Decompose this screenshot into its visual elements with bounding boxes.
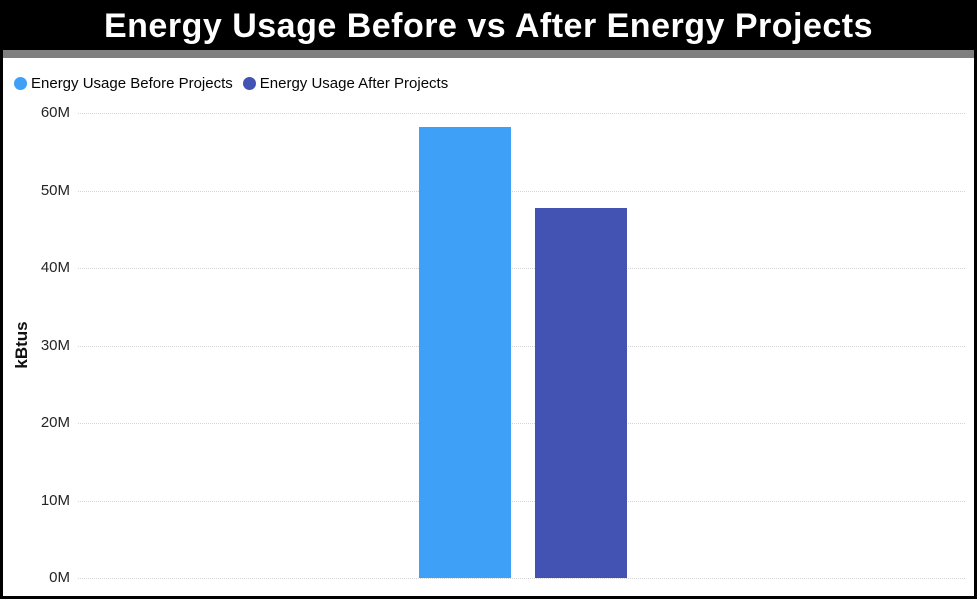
chart-title-bar: Energy Usage Before vs After Energy Proj…	[3, 3, 974, 50]
gridline	[78, 423, 965, 424]
y-tick-label: 60M	[40, 104, 70, 121]
gridline	[78, 190, 965, 192]
gridline	[78, 500, 965, 502]
y-tick-label: 10M	[40, 491, 70, 509]
legend-label-after: Energy Usage After Projects	[259, 75, 449, 92]
legend-dot-after-icon	[242, 77, 256, 90]
bar-after-projects[interactable]	[535, 207, 627, 578]
gridline	[78, 268, 965, 269]
title-divider	[3, 50, 974, 58]
legend-item-before-projects[interactable]: Energy Usage Before Projects	[14, 75, 233, 92]
gridline	[78, 113, 965, 114]
y-tick-label: 20M	[40, 414, 70, 431]
legend: Energy Usage Before Projects Energy Usag…	[14, 75, 458, 92]
plot-area: 0M 10M 20M 30M 40M 50M 60M	[3, 3, 974, 596]
y-tick-label: 30M	[40, 336, 70, 354]
legend-dot-before-icon	[14, 77, 27, 90]
y-tick-label: 40M	[40, 259, 70, 276]
bar-before-projects[interactable]	[419, 126, 511, 578]
y-tick-label: 50M	[40, 181, 70, 199]
y-tick-label: 0M	[49, 569, 70, 586]
legend-label-before: Energy Usage Before Projects	[31, 75, 233, 92]
chart-title: Energy Usage Before vs After Energy Proj…	[103, 7, 874, 45]
gridline	[78, 578, 965, 579]
gridline	[78, 345, 965, 347]
legend-item-after-projects[interactable]: Energy Usage After Projects	[242, 75, 449, 92]
